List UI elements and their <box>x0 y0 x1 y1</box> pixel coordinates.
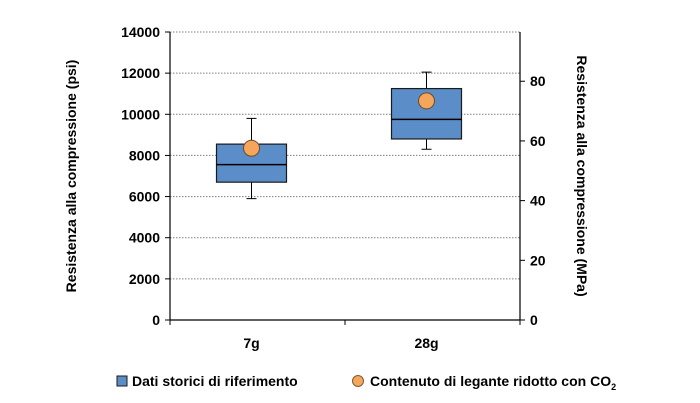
left-tick-label: 12000 <box>121 65 160 81</box>
legend-point-swatch <box>352 375 364 387</box>
left-axis-title: Resistenza alla compressione (psi) <box>63 60 79 293</box>
box-7g <box>215 117 288 200</box>
legend-point-label-subscript: 2 <box>611 382 616 392</box>
right-tick-label: 0 <box>530 312 538 328</box>
legend-box-label: Dati storici di riferimento <box>132 373 298 389</box>
left-tick-label: 14000 <box>121 24 160 40</box>
left-tick-label: 8000 <box>129 147 160 163</box>
right-axis-ticks: 0 20 40 60 80 <box>520 73 546 328</box>
point-7g <box>243 139 260 157</box>
category-label: 7g <box>243 335 259 351</box>
right-tick-label: 20 <box>530 252 546 268</box>
right-axis-title: Resistenza alla compressione (MPa) <box>574 55 590 296</box>
left-tick-label: 0 <box>152 312 160 328</box>
left-tick-label: 4000 <box>129 230 160 246</box>
legend-box-swatch <box>116 375 128 387</box>
left-tick-label: 2000 <box>129 271 160 287</box>
category-label: 28g <box>414 335 438 351</box>
legend-point-label: Contenuto di legante ridotto con CO2 <box>370 373 616 392</box>
left-axis-ticks: 0 2000 4000 6000 8000 10000 12000 14000 <box>121 24 170 328</box>
left-tick-label: 6000 <box>129 189 160 205</box>
legend-point-label-main: Contenuto di legante ridotto con CO <box>370 373 611 389</box>
right-tick-label: 80 <box>530 73 546 89</box>
point-28g <box>418 92 435 110</box>
category-ticks: 7g 28g <box>169 320 521 351</box>
left-tick-label: 10000 <box>121 106 160 122</box>
box-28g <box>390 71 463 150</box>
right-tick-label: 40 <box>530 193 546 209</box>
right-tick-label: 60 <box>530 133 546 149</box>
boxes <box>215 71 463 200</box>
points <box>243 92 435 157</box>
legend: Dati storici di riferimento Contenuto di… <box>116 373 616 392</box>
